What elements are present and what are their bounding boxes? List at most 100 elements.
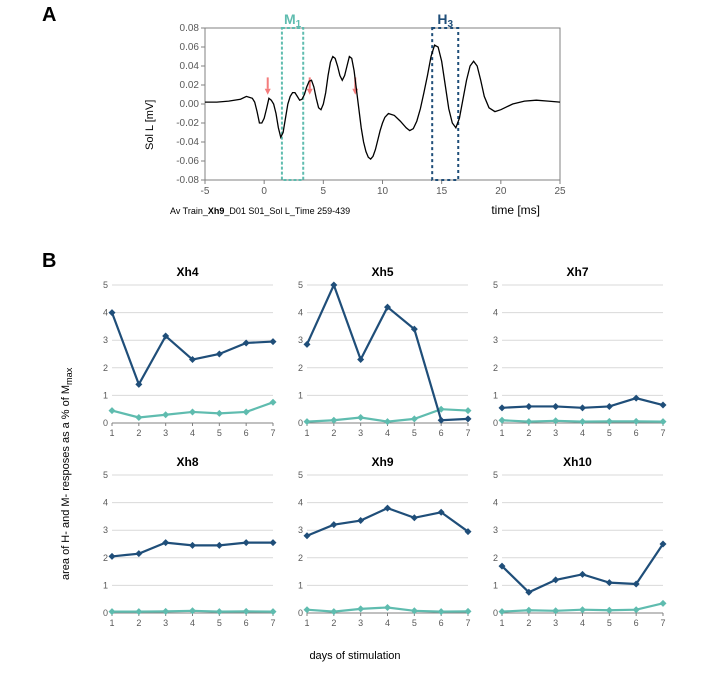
panel-b-ylabel: area of H- and M- resposes as a % of Mma… [60,368,74,580]
svg-text:1: 1 [499,618,504,628]
svg-text:3: 3 [493,335,498,345]
svg-text:1: 1 [103,390,108,400]
svg-text:1: 1 [304,428,309,438]
svg-text:0: 0 [103,608,108,618]
svg-text:1: 1 [493,580,498,590]
panel-a-xlabel: time [ms] [491,203,540,217]
svg-text:6: 6 [244,428,249,438]
svg-text:3: 3 [358,618,363,628]
svg-text:0: 0 [493,608,498,618]
panel-a-ylabel: Sol L [mV] [144,100,156,150]
svg-text:2: 2 [136,618,141,628]
svg-text:5: 5 [217,618,222,628]
figure-container: A Sol L [mV] -0.08-0.06-0.04-0.020.000.0… [0,0,710,683]
svg-text:0.04: 0.04 [180,61,200,72]
svg-text:1: 1 [109,618,114,628]
subchart-xh8: Xh80123451234567 [90,455,285,638]
subchart-xh5: Xh50123451234567 [285,265,480,448]
subchart-title: Xh10 [480,455,675,469]
svg-text:15: 15 [436,186,448,197]
svg-text:5: 5 [298,280,303,290]
svg-text:3: 3 [163,428,168,438]
svg-text:0: 0 [298,608,303,618]
svg-text:4: 4 [190,428,195,438]
svg-text:1: 1 [304,618,309,628]
svg-text:0: 0 [103,418,108,428]
svg-text:4: 4 [190,618,195,628]
svg-text:2: 2 [298,363,303,373]
svg-text:6: 6 [244,618,249,628]
svg-text:7: 7 [465,428,470,438]
svg-text:4: 4 [298,498,303,508]
svg-text:0.00: 0.00 [180,99,200,110]
svg-text:5: 5 [217,428,222,438]
svg-text:3: 3 [163,618,168,628]
svg-text:3: 3 [553,618,558,628]
subchart-xh10: Xh100123451234567 [480,455,675,638]
svg-text:-5: -5 [201,186,210,197]
svg-text:5: 5 [412,428,417,438]
svg-text:2: 2 [493,553,498,563]
subchart-title: Xh8 [90,455,285,469]
svg-text:10: 10 [377,186,389,197]
svg-text:5: 5 [321,186,327,197]
svg-text:5: 5 [103,470,108,480]
svg-text:7: 7 [660,618,665,628]
svg-text:0.08: 0.08 [180,23,200,34]
svg-text:7: 7 [465,618,470,628]
svg-text:25: 25 [554,186,566,197]
svg-text:2: 2 [331,618,336,628]
subchart-xh7: Xh70123451234567 [480,265,675,448]
svg-text:7: 7 [270,618,275,628]
subchart-title: Xh9 [285,455,480,469]
svg-text:3: 3 [298,525,303,535]
svg-text:2: 2 [103,553,108,563]
subchart-title: Xh4 [90,265,285,279]
panel-a-chart: Sol L [mV] -0.08-0.06-0.04-0.020.000.020… [150,10,570,210]
svg-text:2: 2 [526,618,531,628]
svg-text:6: 6 [634,428,639,438]
svg-text:1: 1 [499,428,504,438]
svg-text:7: 7 [270,428,275,438]
caption-post: _D01 S01_Sol L_Time 259-439 [224,206,350,216]
svg-text:4: 4 [298,308,303,318]
svg-text:2: 2 [526,428,531,438]
panel-b-label: B [42,250,56,273]
subchart-xh9: Xh90123451234567 [285,455,480,638]
subchart-title: Xh5 [285,265,480,279]
subchart-title: Xh7 [480,265,675,279]
caption-pre: Av Train_ [170,206,208,216]
panel-a-label: A [42,4,56,27]
svg-text:0.06: 0.06 [180,42,200,53]
svg-text:-0.08: -0.08 [176,175,199,186]
svg-text:4: 4 [580,618,585,628]
svg-text:3: 3 [553,428,558,438]
svg-text:5: 5 [103,280,108,290]
svg-text:1: 1 [109,428,114,438]
svg-text:1: 1 [103,580,108,590]
svg-text:5: 5 [412,618,417,628]
svg-text:2: 2 [331,428,336,438]
svg-text:2: 2 [103,363,108,373]
svg-text:3: 3 [298,335,303,345]
panel-a-caption: Av Train_Xh9_D01 S01_Sol L_Time 259-439 [170,206,350,216]
svg-text:0: 0 [261,186,267,197]
svg-text:20: 20 [495,186,507,197]
svg-text:7: 7 [660,428,665,438]
svg-text:2: 2 [136,428,141,438]
subchart-xh4: Xh40123451234567 [90,265,285,448]
svg-text:4: 4 [493,308,498,318]
svg-text:1: 1 [298,580,303,590]
svg-text:6: 6 [439,428,444,438]
svg-text:3: 3 [103,335,108,345]
svg-text:4: 4 [580,428,585,438]
svg-text:5: 5 [607,618,612,628]
svg-text:1: 1 [493,390,498,400]
svg-text:0: 0 [298,418,303,428]
svg-text:3: 3 [103,525,108,535]
caption-bold: Xh9 [208,206,225,216]
svg-text:6: 6 [439,618,444,628]
svg-text:5: 5 [298,470,303,480]
svg-text:-0.02: -0.02 [176,118,199,129]
svg-text:5: 5 [493,470,498,480]
